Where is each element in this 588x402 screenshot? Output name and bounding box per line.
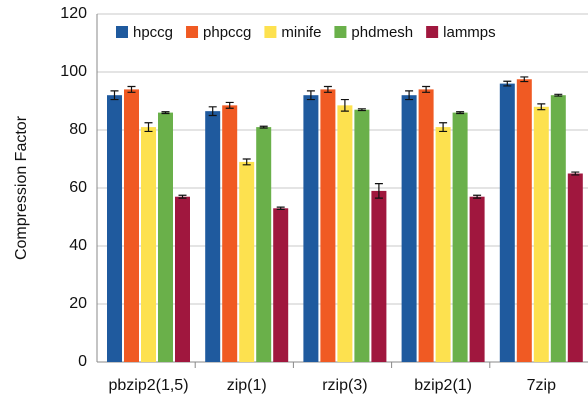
error-bar (127, 85, 136, 93)
error-bar (225, 101, 234, 109)
error-bar (503, 80, 512, 87)
error-bar (554, 93, 563, 97)
error-bar (374, 183, 383, 199)
bar (124, 89, 139, 363)
error-bar (323, 85, 332, 93)
legend-label: lammps (443, 24, 496, 41)
error-bar (276, 206, 285, 211)
bar (452, 112, 468, 362)
legend-swatch (186, 26, 199, 38)
error-bar (456, 111, 465, 115)
x-tick-label: zip(1) (227, 377, 267, 394)
y-tick-label: 60 (69, 179, 87, 196)
error-bar (110, 90, 119, 101)
y-tick-label: 40 (69, 237, 87, 254)
error-bar (571, 171, 580, 176)
x-tick-label: 7zip (527, 377, 556, 394)
bar (320, 89, 336, 363)
bar (567, 173, 583, 362)
legend-swatch (116, 26, 128, 38)
error-bar (357, 108, 366, 112)
error-bar (208, 106, 217, 117)
legend-swatch (334, 26, 347, 38)
legend-box (108, 19, 588, 45)
error-bar (144, 122, 153, 133)
legend-label: phpccg (203, 24, 251, 41)
bar (158, 112, 173, 362)
bar (418, 89, 434, 363)
x-tick-label: pbzip2(1,5) (108, 377, 188, 394)
legend-swatch (426, 26, 439, 38)
error-bar (439, 122, 448, 133)
error-bar (340, 98, 349, 112)
legend-label: hpccg (133, 24, 173, 41)
y-axis-label: Compression Factor (13, 115, 30, 260)
legend-label: minife (281, 24, 321, 41)
legend-label: phdmesh (351, 24, 413, 41)
y-tick-label: 100 (60, 63, 87, 80)
bar (533, 106, 549, 362)
bar (337, 105, 353, 362)
error-bar (161, 111, 170, 115)
bar (469, 196, 485, 362)
error-bar (422, 85, 431, 93)
bar (141, 127, 156, 362)
legend-swatch (264, 26, 277, 38)
y-tick-label: 80 (69, 121, 87, 138)
error-bar (520, 76, 529, 83)
y-tick-label: 0 (78, 353, 87, 370)
bar (256, 127, 272, 362)
bar (175, 196, 190, 362)
bar (303, 95, 319, 362)
bar (516, 79, 532, 362)
bar (239, 161, 255, 362)
x-tick-label: bzip2(1) (414, 377, 472, 394)
bar (499, 83, 515, 362)
bar (273, 208, 289, 362)
bar (354, 109, 370, 362)
x-tick-label: rzip(3) (322, 377, 367, 394)
y-tick-label: 20 (69, 295, 87, 312)
bar (435, 127, 451, 362)
bar (550, 95, 566, 362)
error-bar (537, 103, 546, 111)
error-bar (242, 158, 251, 166)
error-bar (178, 194, 187, 199)
bar (205, 111, 221, 363)
error-bar (473, 194, 482, 199)
error-bar (405, 90, 414, 101)
y-tick-label: 120 (60, 5, 87, 22)
bar (371, 190, 387, 362)
error-bar (259, 125, 268, 129)
bar (401, 95, 417, 362)
bar (107, 95, 122, 362)
error-bar (306, 90, 315, 101)
bar (222, 105, 238, 362)
